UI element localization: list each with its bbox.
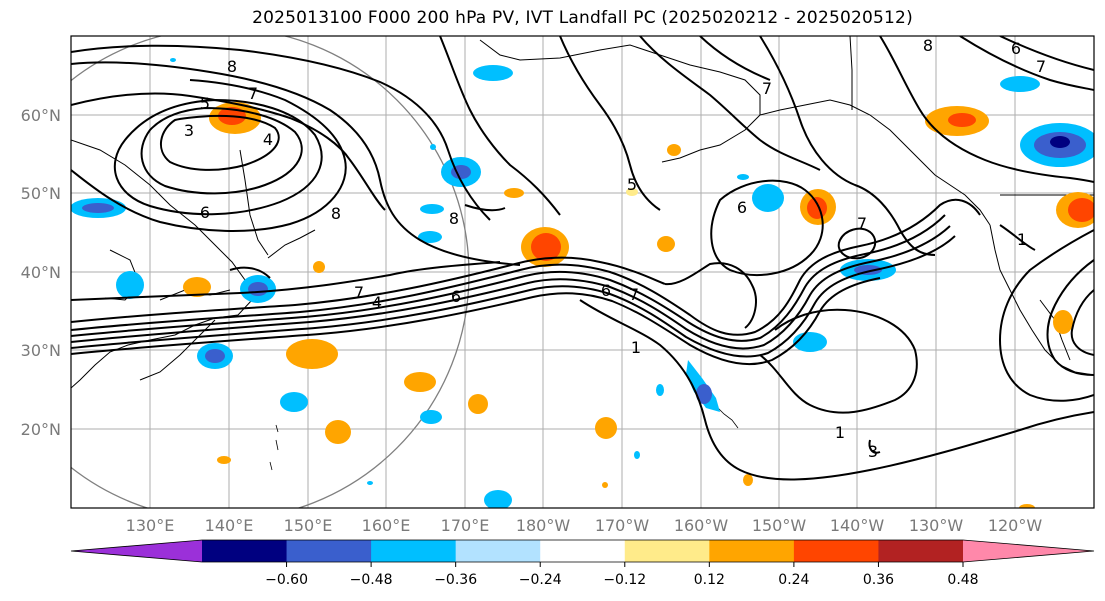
lon-label: 160°W xyxy=(674,516,729,535)
lon-label: 120°W xyxy=(988,516,1043,535)
colorbar-tick-label: 0.36 xyxy=(863,572,894,588)
contour-label: 1 xyxy=(631,338,641,357)
contour-label: 7 xyxy=(857,214,867,233)
colorbar-outline xyxy=(70,539,1095,563)
contour-label: 5 xyxy=(200,94,210,113)
colorbar-tick-label: 0.48 xyxy=(947,572,978,588)
map-area: 8 7 5 3 4 6 8 5 8 7 6 7 6 7 4 7 1 1 3 6 … xyxy=(71,36,1094,508)
contour-labels: 8 7 5 3 4 6 8 5 8 7 6 7 6 7 4 7 1 1 3 6 … xyxy=(184,36,1046,461)
contour-label: 1 xyxy=(1017,230,1027,249)
contour-label: 6 xyxy=(200,203,210,222)
colorbar-segment xyxy=(202,540,288,562)
contour-label: 5 xyxy=(627,175,637,194)
lat-label: 30°N xyxy=(21,341,61,360)
lon-label: 130°W xyxy=(909,516,964,535)
contour-label: 7 xyxy=(629,285,639,304)
colorbar-segment xyxy=(371,540,457,562)
lat-label: 20°N xyxy=(21,420,61,439)
contour-label: 7 xyxy=(1036,57,1046,76)
contour-label: 6 xyxy=(601,281,611,300)
contour-label: 7 xyxy=(762,79,772,98)
map-title: 2025013100 F000 200 hPa PV, IVT Landfall… xyxy=(252,8,913,28)
colorbar-tick-label: 0.12 xyxy=(694,572,725,588)
contour-label: 8 xyxy=(923,36,933,55)
lon-label: 170°E xyxy=(441,516,490,535)
contour-label: 7 xyxy=(248,84,258,103)
colorbar-tick-label: −0.36 xyxy=(434,572,477,588)
colorbar-segment xyxy=(709,540,795,562)
colorbar-extend-high xyxy=(963,540,1094,562)
lon-label: 180°W xyxy=(516,516,571,535)
range-ring xyxy=(71,36,470,508)
colorbar-tick-label: −0.24 xyxy=(519,572,562,588)
contour-label: 4 xyxy=(263,130,273,149)
contour-label: 3 xyxy=(868,442,878,461)
colorbar-extend-low xyxy=(71,540,202,562)
pv-contours xyxy=(71,36,1094,481)
colorbar-segment xyxy=(455,540,541,562)
contour-label: 3 xyxy=(184,121,194,140)
contour-label: 1 xyxy=(835,423,845,442)
lon-label: 140°E xyxy=(205,516,254,535)
lat-label: 50°N xyxy=(21,184,61,203)
colorbar-segment xyxy=(878,540,964,562)
colorbar-tick-label: 0.24 xyxy=(778,572,809,588)
lat-label: 40°N xyxy=(21,263,61,282)
colorbar-segment xyxy=(793,540,879,562)
colorbar-tick-label: −0.12 xyxy=(603,572,646,588)
colorbar: −0.60 −0.48 −0.36 −0.24 −0.12 0.12 0.24 0.36 0.4… xyxy=(70,539,1095,588)
latitude-labels: 60°N 50°N 40°N 30°N 20°N xyxy=(21,106,61,439)
contour-label: 7 xyxy=(354,283,364,302)
lon-label: 150°E xyxy=(284,516,333,535)
lon-label: 160°E xyxy=(362,516,411,535)
colorbar-segment xyxy=(624,540,710,562)
contour-label: 8 xyxy=(449,209,459,228)
longitude-labels: 130°E 140°E 150°E 160°E 170°E 180°W 170°… xyxy=(126,516,1043,535)
contour-label: 6 xyxy=(451,287,461,306)
colorbar-tick-label: −0.60 xyxy=(265,572,308,588)
colorbar-segment xyxy=(286,540,372,562)
contour-label: 6 xyxy=(1011,39,1021,58)
lon-label: 170°W xyxy=(595,516,650,535)
lon-label: 130°E xyxy=(126,516,175,535)
contour-label: 8 xyxy=(227,57,237,76)
colorbar-segment xyxy=(540,540,626,562)
contour-label: 6 xyxy=(737,198,747,217)
lat-label: 60°N xyxy=(21,106,61,125)
contour-label: 4 xyxy=(372,293,382,312)
lon-label: 140°W xyxy=(830,516,885,535)
contour-label: 8 xyxy=(331,204,341,223)
lon-label: 150°W xyxy=(752,516,807,535)
colorbar-tick-label: −0.48 xyxy=(350,572,393,588)
map-frame xyxy=(70,35,1095,509)
